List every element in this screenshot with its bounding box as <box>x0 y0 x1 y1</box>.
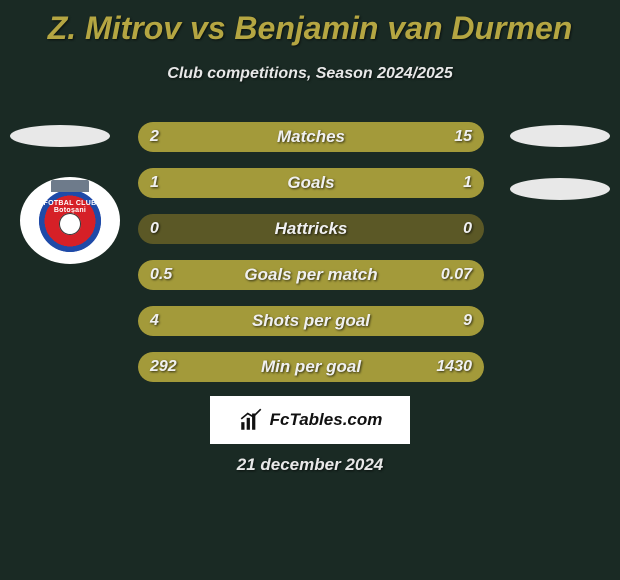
stats-bars: 215Matches 11Goals 00Hattricks 0.50.07Goals… <box>138 122 484 398</box>
footer-date: 21 december 2024 <box>0 455 620 475</box>
stat-label: Matches <box>138 122 484 152</box>
stat-row: 11Goals <box>138 168 484 198</box>
page-title: Z. Mitrov vs Benjamin van Durmen <box>0 0 620 47</box>
stat-row: 215Matches <box>138 122 484 152</box>
stat-row: 2921430Min per goal <box>138 352 484 382</box>
stat-label: Goals <box>138 168 484 198</box>
club-crest-icon: FOTBAL CLUB Botoșani <box>39 190 101 252</box>
stat-label: Min per goal <box>138 352 484 382</box>
player-left-placeholder <box>10 125 110 147</box>
stat-row: 00Hattricks <box>138 214 484 244</box>
chart-icon <box>238 407 264 433</box>
stat-label: Hattricks <box>138 214 484 244</box>
footer-brand: FcTables.com <box>210 396 410 444</box>
club-text-1: FOTBAL CLUB <box>44 200 97 207</box>
footer-brand-text: FcTables.com <box>270 410 383 430</box>
club-right-placeholder <box>510 178 610 200</box>
stat-label: Goals per match <box>138 260 484 290</box>
subtitle: Club competitions, Season 2024/2025 <box>0 65 620 83</box>
stat-row: 0.50.07Goals per match <box>138 260 484 290</box>
player-right-placeholder <box>510 125 610 147</box>
stat-row: 49Shots per goal <box>138 306 484 336</box>
stat-label: Shots per goal <box>138 306 484 336</box>
club-left-badge: FOTBAL CLUB Botoșani <box>20 177 120 264</box>
